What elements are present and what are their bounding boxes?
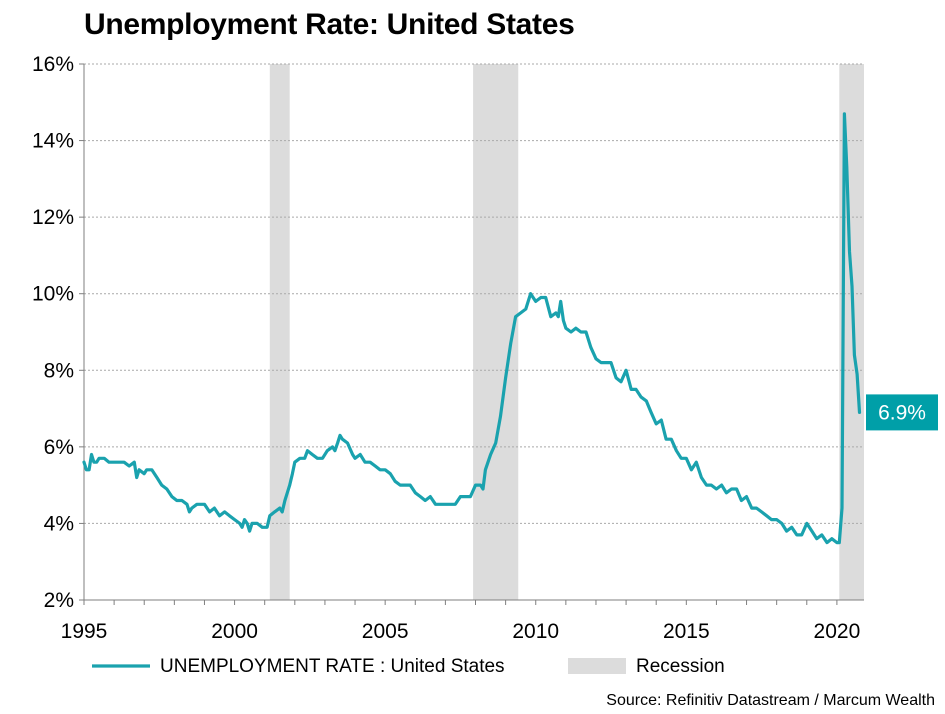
- x-tick-label: 2020: [814, 620, 861, 643]
- legend-swatch-recession: [568, 658, 626, 674]
- chart-title: Unemployment Rate: United States: [84, 8, 575, 41]
- axes: [79, 63, 864, 605]
- y-tick-label: 8%: [44, 359, 74, 382]
- legend: UNEMPLOYMENT RATE : United States Recessi…: [92, 656, 725, 677]
- callout-box: [866, 394, 938, 431]
- y-tick-label: 16%: [32, 53, 74, 76]
- recession-band: [269, 64, 290, 600]
- tick-labels: 2% 4% 6% 8% 10% 12% 14% 16% 1995 2000 2005 2010 2015…: [32, 53, 860, 643]
- x-tick-label: 2015: [663, 620, 710, 643]
- y-tick-label: 4%: [44, 512, 74, 535]
- source-note: Source: Refinitiv Datastream / Marcum We…: [606, 692, 935, 709]
- y-tick-label: 6%: [44, 436, 74, 459]
- series-layer: [82, 112, 862, 545]
- x-tick-label: 2005: [362, 620, 409, 643]
- callout-label: 6.9%: [878, 401, 926, 424]
- y-tick-label: 14%: [32, 130, 74, 153]
- y-tick-label: 10%: [32, 283, 74, 306]
- y-tick-label: 12%: [32, 206, 74, 229]
- y-tick-label: 2%: [44, 589, 74, 612]
- x-tick-label: 2010: [512, 620, 559, 643]
- legend-label-unemployment: UNEMPLOYMENT RATE : United States: [160, 656, 505, 677]
- legend-label-recession: Recession: [636, 656, 725, 677]
- recession-bands: [269, 64, 864, 600]
- x-tick-label: 1995: [61, 620, 108, 643]
- gridlines: [84, 63, 864, 524]
- recession-band: [473, 64, 519, 600]
- x-tick-label: 2000: [211, 620, 258, 643]
- callout: 6.9%: [866, 394, 938, 431]
- series-line-unemployment: [82, 112, 862, 545]
